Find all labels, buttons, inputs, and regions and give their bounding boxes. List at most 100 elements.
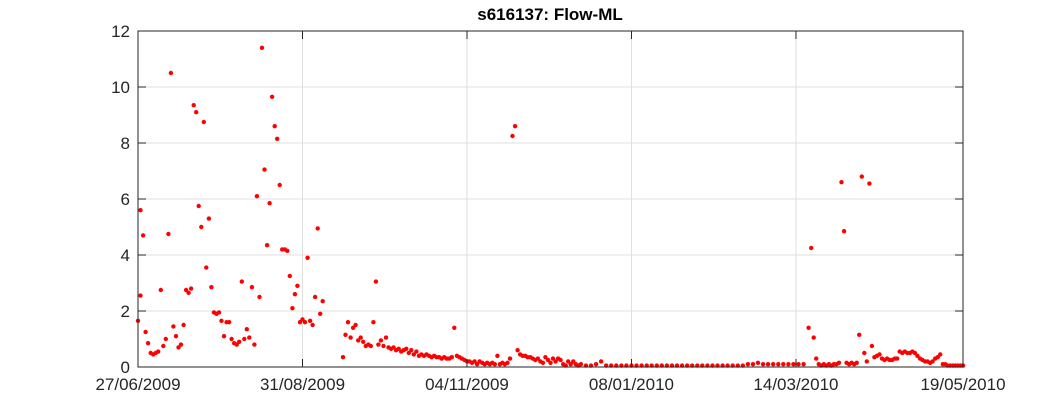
data-point <box>452 325 457 330</box>
data-point <box>292 292 298 297</box>
data-point <box>935 355 940 360</box>
data-point <box>786 362 791 367</box>
data-point <box>368 343 373 349</box>
data-point <box>938 352 943 357</box>
data-point <box>173 334 179 339</box>
data-point <box>814 356 819 361</box>
y-tick-label: 8 <box>121 134 130 153</box>
data-point <box>841 229 847 234</box>
data-point <box>361 339 366 344</box>
data-point <box>796 362 801 367</box>
data-point <box>206 216 212 221</box>
x-tick-label: 14/03/2010 <box>753 375 838 394</box>
data-point <box>145 341 151 346</box>
data-point <box>781 362 786 367</box>
grid-lines <box>138 31 963 367</box>
data-point <box>305 255 310 260</box>
data-point <box>548 360 553 365</box>
data-point <box>267 201 272 206</box>
data-point <box>199 224 204 230</box>
data-point <box>771 362 776 367</box>
data-point <box>183 287 189 293</box>
data-point <box>535 356 540 361</box>
data-point <box>801 362 806 367</box>
data-point <box>257 294 262 300</box>
data-point <box>191 103 196 108</box>
data-point <box>254 194 260 199</box>
data-point <box>776 362 781 367</box>
data-point <box>229 336 234 342</box>
data-point <box>350 325 356 330</box>
y-tick-label: 6 <box>121 190 130 209</box>
data-point <box>358 335 363 340</box>
y-tick-label: 4 <box>121 246 130 265</box>
data-point <box>811 335 816 340</box>
y-axis-ticks: 0 2 4 6 8 10 12 <box>111 22 963 377</box>
data-point <box>247 335 252 340</box>
data-point <box>216 310 222 315</box>
data-point <box>181 322 186 328</box>
data-point <box>166 231 171 237</box>
data-point <box>869 343 875 349</box>
data-point <box>186 290 191 295</box>
data-point <box>474 362 480 367</box>
data-point <box>318 311 323 316</box>
data-point <box>310 322 315 328</box>
data-point <box>353 322 358 328</box>
data-point <box>598 359 604 364</box>
data-point <box>204 265 209 270</box>
data-point <box>226 320 232 325</box>
data-point <box>867 181 872 186</box>
data-point <box>540 360 546 365</box>
data-point <box>492 362 497 367</box>
data-point <box>295 283 300 288</box>
data-point <box>854 360 859 365</box>
data-point <box>158 287 163 293</box>
data-point <box>356 338 361 343</box>
data-point <box>196 203 201 209</box>
data-point <box>201 119 206 125</box>
data-point <box>510 133 515 139</box>
data-point <box>176 345 181 350</box>
data-point <box>297 320 303 325</box>
data-point <box>593 362 599 367</box>
data-point <box>161 343 166 349</box>
data-point <box>264 243 270 248</box>
data-point <box>219 318 224 323</box>
data-point <box>188 286 194 291</box>
data-point <box>862 350 867 356</box>
data-point <box>553 359 558 364</box>
x-axis-ticks: 27/06/2009 31/08/2009 04/11/2009 08/01/2010… <box>95 31 1006 394</box>
x-tick-label: 04/11/2009 <box>425 375 509 394</box>
data-point <box>252 342 257 347</box>
data-points <box>135 45 966 368</box>
data-point <box>806 325 811 330</box>
data-point <box>755 360 761 365</box>
data-point <box>750 362 756 367</box>
data-point <box>378 338 384 343</box>
data-point <box>760 362 766 367</box>
chart-title: s616137: Flow-ML <box>477 5 623 24</box>
x-tick-label: 08/01/2010 <box>589 375 674 394</box>
data-point <box>221 334 227 339</box>
data-point <box>239 279 244 284</box>
data-point <box>371 320 376 325</box>
data-point <box>568 362 573 367</box>
data-point <box>571 359 576 364</box>
data-point <box>168 70 174 76</box>
data-point <box>396 346 401 351</box>
data-point <box>578 362 584 367</box>
data-point <box>312 294 318 300</box>
data-point <box>449 355 454 360</box>
data-point <box>406 350 411 356</box>
data-point <box>836 360 842 365</box>
data-point <box>515 348 520 353</box>
data-point <box>138 208 143 213</box>
data-point <box>143 329 148 335</box>
data-point <box>381 343 386 349</box>
data-point <box>859 174 864 179</box>
data-point <box>414 349 419 354</box>
data-point <box>507 356 513 361</box>
x-tick-label: 31/08/2009 <box>260 375 345 394</box>
data-point <box>209 285 214 290</box>
